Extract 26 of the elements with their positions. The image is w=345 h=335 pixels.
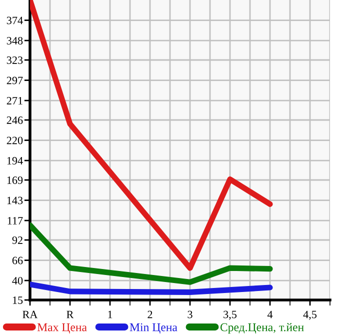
y-tick-label: 40 (12, 276, 23, 284)
x-tick-label: 4,5 (303, 310, 317, 320)
x-tick-label: 1 (108, 310, 112, 318)
y-tick-label: 297 (6, 76, 23, 84)
x-tick-label: 2 (148, 310, 152, 318)
legend-label: Min Цена (130, 323, 178, 334)
x-tick-label: RA (22, 310, 38, 318)
y-tick-label: 194 (7, 157, 23, 164)
y-tick-label: 220 (6, 136, 23, 144)
y-tick-label: 92 (12, 236, 22, 244)
y-tick-label: 246 (6, 116, 23, 124)
legend-label: Max Цена (37, 323, 87, 334)
y-tick-label: 169 (7, 176, 23, 184)
y-tick-label: 348 (6, 36, 23, 44)
y-tick-label: 271 (6, 97, 22, 104)
y-tick-label: 323 (6, 56, 23, 64)
x-tick-label: R (66, 310, 74, 318)
y-tick-label: 374 (6, 16, 23, 24)
y-tick-label: 117 (8, 217, 23, 224)
x-tick-label: 4 (267, 310, 273, 318)
y-tick-label: 66 (12, 256, 23, 264)
x-tick-label: 3 (188, 310, 192, 318)
y-tick-label: 143 (7, 196, 23, 204)
legend-label: Сред.Цена, т.йен (220, 323, 304, 334)
x-tick-label: 3,5 (224, 310, 237, 320)
y-tick-label: 15 (12, 296, 23, 304)
